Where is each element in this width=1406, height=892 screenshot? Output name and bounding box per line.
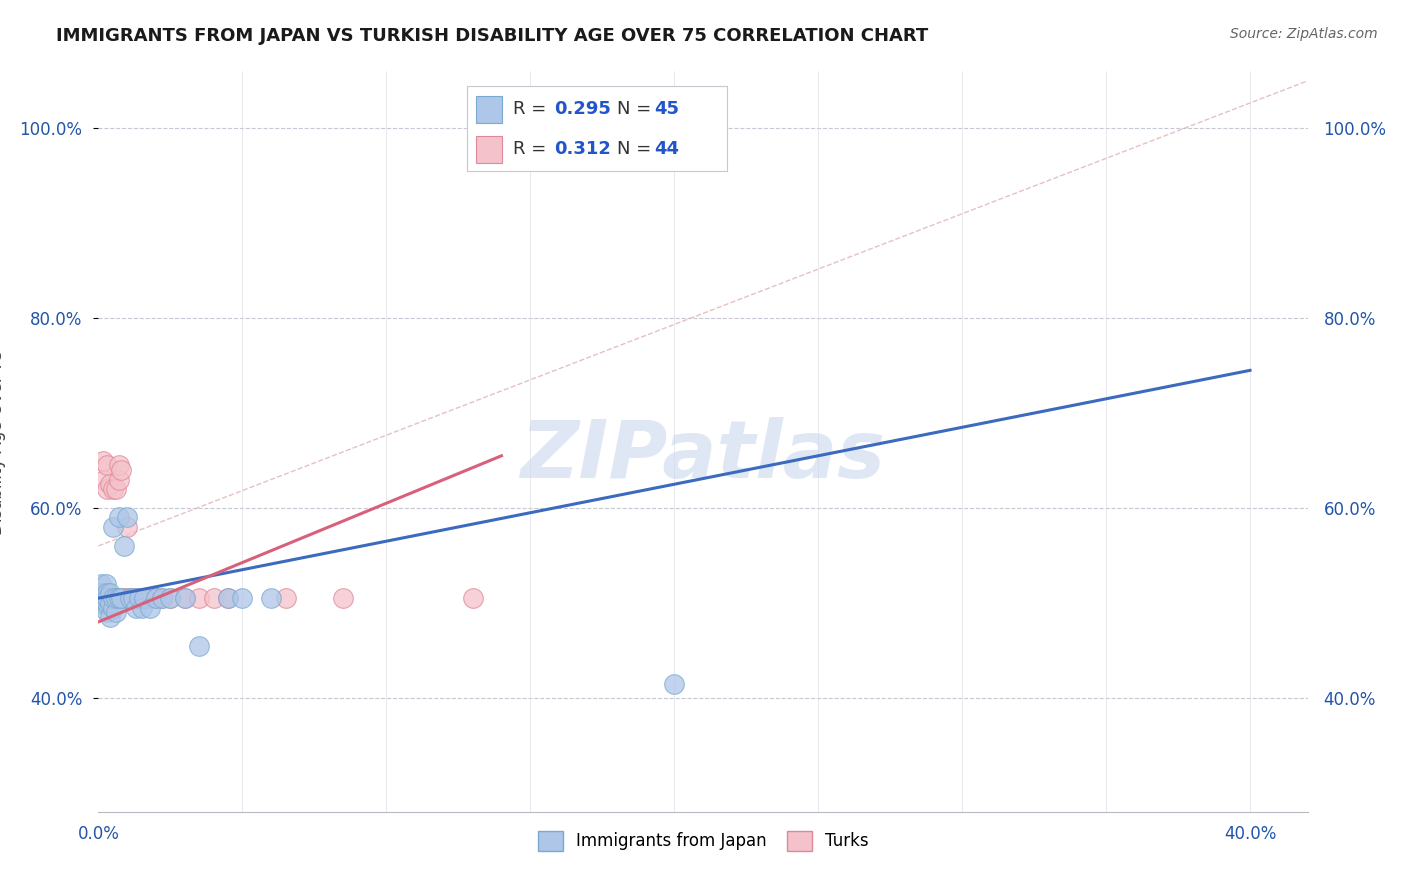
Point bbox=[91, 596, 114, 610]
Point bbox=[93, 586, 115, 600]
Point bbox=[112, 591, 135, 606]
Point bbox=[115, 591, 138, 606]
Point bbox=[231, 591, 253, 606]
Point bbox=[94, 591, 117, 606]
Point bbox=[101, 482, 124, 496]
Point bbox=[120, 591, 142, 606]
Point bbox=[110, 591, 132, 606]
Point bbox=[217, 591, 239, 606]
Point bbox=[90, 586, 112, 600]
Point bbox=[90, 586, 112, 600]
Point bbox=[115, 510, 138, 524]
Point bbox=[94, 577, 117, 591]
Point bbox=[98, 586, 121, 600]
Point bbox=[139, 591, 162, 606]
Point bbox=[98, 477, 121, 491]
Point bbox=[173, 591, 195, 606]
Point bbox=[1153, 862, 1175, 876]
Point bbox=[98, 596, 121, 610]
Point bbox=[188, 639, 211, 653]
Point bbox=[139, 600, 162, 615]
Y-axis label: Disability Age Over 75: Disability Age Over 75 bbox=[0, 349, 6, 534]
Point bbox=[107, 510, 129, 524]
Point bbox=[112, 539, 135, 553]
Point bbox=[93, 586, 115, 600]
Point bbox=[98, 591, 121, 606]
Point bbox=[89, 586, 111, 600]
Point bbox=[217, 591, 239, 606]
Point bbox=[96, 458, 118, 473]
Legend: Immigrants from Japan, Turks: Immigrants from Japan, Turks bbox=[529, 823, 877, 859]
Point bbox=[104, 482, 127, 496]
Point bbox=[96, 596, 118, 610]
Point bbox=[96, 482, 118, 496]
Point bbox=[90, 591, 112, 606]
Point bbox=[93, 596, 115, 610]
Point bbox=[96, 596, 118, 610]
Point bbox=[159, 591, 181, 606]
Point bbox=[260, 591, 283, 606]
Point bbox=[122, 591, 145, 606]
Point bbox=[90, 596, 112, 610]
Point bbox=[89, 596, 111, 610]
Point bbox=[93, 473, 115, 487]
Point bbox=[128, 591, 150, 606]
Point bbox=[107, 473, 129, 487]
Point bbox=[134, 591, 156, 606]
Point bbox=[96, 591, 118, 606]
Point bbox=[122, 591, 145, 606]
Point bbox=[101, 591, 124, 606]
Point bbox=[145, 591, 167, 606]
Point bbox=[173, 591, 195, 606]
Point bbox=[90, 591, 112, 606]
Point bbox=[89, 586, 111, 600]
Point bbox=[150, 591, 173, 606]
Point bbox=[125, 591, 148, 606]
Point bbox=[107, 591, 129, 606]
Point bbox=[98, 610, 121, 624]
Point bbox=[150, 591, 173, 606]
Point bbox=[128, 591, 150, 606]
Point bbox=[131, 600, 153, 615]
Point bbox=[104, 591, 127, 606]
Point bbox=[101, 520, 124, 534]
Point bbox=[159, 591, 181, 606]
Point bbox=[101, 600, 124, 615]
Text: Source: ZipAtlas.com: Source: ZipAtlas.com bbox=[1230, 27, 1378, 41]
Point bbox=[93, 596, 115, 610]
Point bbox=[110, 591, 132, 606]
Point bbox=[664, 676, 686, 690]
Point bbox=[101, 591, 124, 606]
Text: IMMIGRANTS FROM JAPAN VS TURKISH DISABILITY AGE OVER 75 CORRELATION CHART: IMMIGRANTS FROM JAPAN VS TURKISH DISABIL… bbox=[56, 27, 928, 45]
Point bbox=[188, 591, 211, 606]
Point bbox=[96, 606, 118, 620]
Point bbox=[90, 577, 112, 591]
Point bbox=[96, 586, 118, 600]
Point bbox=[104, 606, 127, 620]
Point bbox=[332, 591, 354, 606]
Point bbox=[461, 591, 484, 606]
Point bbox=[104, 591, 127, 606]
Point bbox=[274, 591, 297, 606]
Point bbox=[93, 591, 115, 606]
Point bbox=[90, 591, 112, 606]
Point bbox=[115, 520, 138, 534]
Point bbox=[91, 453, 114, 467]
Point bbox=[202, 591, 225, 606]
Point bbox=[96, 591, 118, 606]
Point bbox=[96, 591, 118, 606]
Point bbox=[110, 463, 132, 477]
Point bbox=[145, 591, 167, 606]
Point bbox=[125, 600, 148, 615]
Point bbox=[134, 591, 156, 606]
Point bbox=[120, 591, 142, 606]
Text: ZIPatlas: ZIPatlas bbox=[520, 417, 886, 495]
Point bbox=[107, 458, 129, 473]
Point bbox=[131, 591, 153, 606]
